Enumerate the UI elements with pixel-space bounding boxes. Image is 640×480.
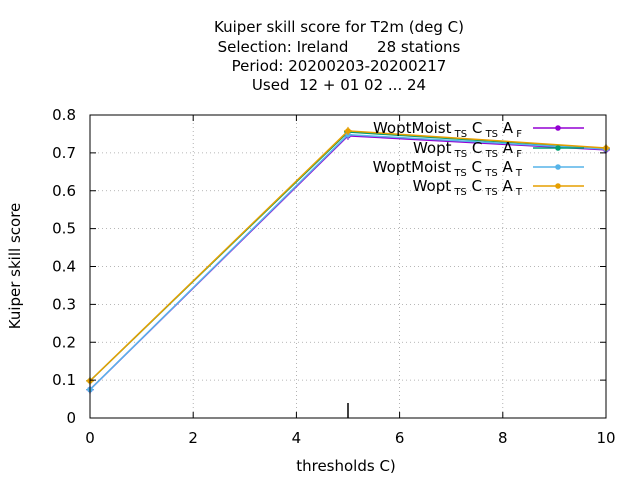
y-tick-label: 0.3 (52, 295, 76, 313)
series-line-2 (89, 131, 607, 382)
x-tick-label: 2 (188, 429, 198, 447)
plot-frame (89, 114, 607, 419)
y-tick-label: 0.1 (52, 371, 76, 389)
title-line-1: Kuiper skill score for T2m (deg C) (214, 18, 464, 36)
legend-entry-3: WoptMoist TS C TS A T (373, 158, 523, 179)
y-tick-label: 0.8 (52, 106, 76, 124)
series-line-1 (89, 135, 607, 391)
y-tick-label: 0.5 (52, 220, 76, 238)
legend-marker-1 (555, 125, 561, 131)
title-line-4: Used 12 + 01 02 ... 24 (252, 76, 426, 94)
x-tick-label: 0 (85, 429, 95, 447)
legend-entry-1: WoptMoist TS C TS A F (373, 119, 522, 140)
y-tick-label: 0.7 (52, 144, 76, 162)
x-tick-label: 4 (292, 429, 302, 447)
series-group (86, 126, 610, 394)
legend-marker-3 (555, 164, 561, 170)
legend-marker-2 (555, 145, 561, 151)
y-tick-label: 0.6 (52, 182, 76, 200)
legend-entry-4: Wopt TS C TS A T (413, 177, 523, 198)
y-tick-label: 0.2 (52, 333, 76, 351)
grid (90, 115, 606, 418)
x-tick-label: 10 (596, 429, 615, 447)
series-line-4 (89, 130, 607, 382)
y-tick-label: 0 (66, 409, 76, 427)
ticks: 0 0.1 0.2 0.3 0.4 0.5 0.6 0.7 0.8 0 2 4 6 8 10 (52, 106, 615, 447)
title-line-2: Selection: Ireland 28 stations (218, 38, 461, 56)
x-tick-label: 8 (498, 429, 508, 447)
legend-marker-4 (555, 183, 561, 189)
y-tick-label: 0.4 (52, 258, 76, 276)
title-line-3: Period: 20200203-20200217 (232, 57, 447, 75)
x-axis-label: thresholds C) (296, 457, 396, 475)
series-line-3 (89, 133, 607, 391)
legend-entry-2: Wopt TS C TS A F (413, 139, 522, 160)
y-axis-label: Kuiper skill score (6, 203, 24, 330)
chart-title: Kuiper skill score for T2m (deg C) Selec… (214, 18, 464, 94)
x-tick-label: 6 (395, 429, 405, 447)
